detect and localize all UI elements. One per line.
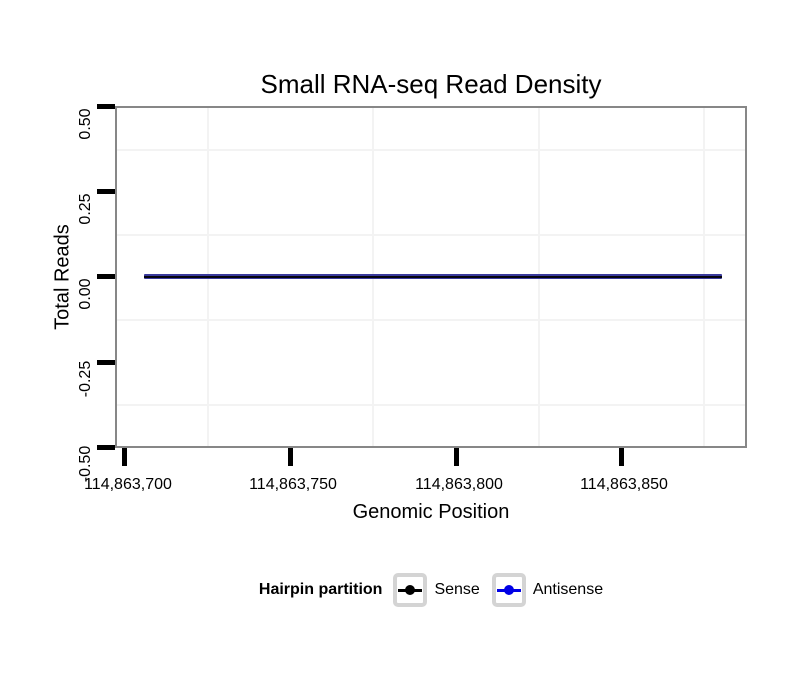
legend-label-sense: Sense: [434, 581, 480, 598]
x-tick-mark: [122, 448, 127, 466]
chart-title: Small RNA-seq Read Density: [260, 69, 602, 99]
x-axis-title: Genomic Position: [352, 501, 510, 523]
minor-gridline-horizontal: [117, 234, 745, 236]
legend-key-antisense: [491, 573, 526, 607]
x-tick-mark: [454, 448, 459, 466]
series-line-sense: [144, 275, 722, 278]
y-tick-mark: [97, 104, 115, 109]
y-tick-mark: [97, 274, 115, 279]
minor-gridline-horizontal: [117, 319, 745, 321]
sense-point-icon: [405, 585, 416, 595]
minor-gridline-horizontal: [117, 149, 745, 151]
y-tick-label: -0.25: [77, 360, 94, 398]
x-tick-label: 114,863,800: [415, 476, 503, 493]
legend-title: Hairpin partition: [258, 581, 383, 598]
minor-gridline-horizontal: [117, 404, 745, 406]
y-tick-mark: [97, 360, 115, 365]
y-tick-label: 0.50: [77, 108, 94, 140]
y-tick-mark: [97, 189, 115, 194]
y-tick-mark: [97, 445, 115, 450]
series-line-antisense: [144, 274, 722, 279]
legend: Hairpin partition Sense Antisense: [115, 571, 747, 609]
y-tick-label: 0.25: [77, 193, 94, 225]
y-axis-title: Total Reads: [51, 224, 74, 330]
y-tick-label: 0.00: [77, 278, 94, 310]
antisense-point-icon: [503, 585, 514, 595]
x-tick-label: 114,863,850: [580, 476, 668, 493]
x-tick-label: 114,863,700: [84, 476, 172, 493]
legend-label-antisense: Antisense: [532, 581, 604, 598]
x-tick-label: 114,863,750: [249, 476, 337, 493]
legend-entry-antisense: Antisense: [491, 573, 604, 607]
legend-key-sense: [393, 573, 428, 607]
legend-entry-sense: Sense: [393, 573, 480, 607]
x-tick-mark: [619, 448, 624, 466]
x-tick-mark: [288, 448, 293, 466]
plot-panel: [115, 106, 747, 448]
